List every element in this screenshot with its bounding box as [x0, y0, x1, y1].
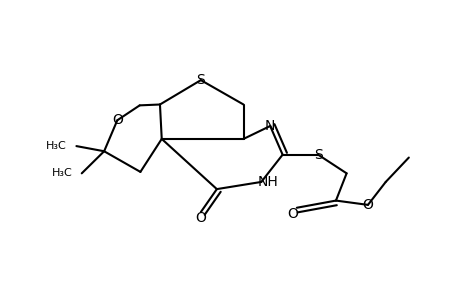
- Text: H₃C: H₃C: [51, 168, 72, 178]
- Text: H₃C: H₃C: [46, 141, 67, 151]
- Text: S: S: [196, 73, 205, 87]
- Text: S: S: [313, 148, 322, 162]
- Text: O: O: [287, 207, 298, 221]
- Text: O: O: [112, 113, 123, 127]
- Text: NH: NH: [257, 175, 277, 189]
- Text: O: O: [362, 198, 373, 212]
- Text: N: N: [264, 119, 275, 133]
- Text: O: O: [195, 211, 206, 225]
